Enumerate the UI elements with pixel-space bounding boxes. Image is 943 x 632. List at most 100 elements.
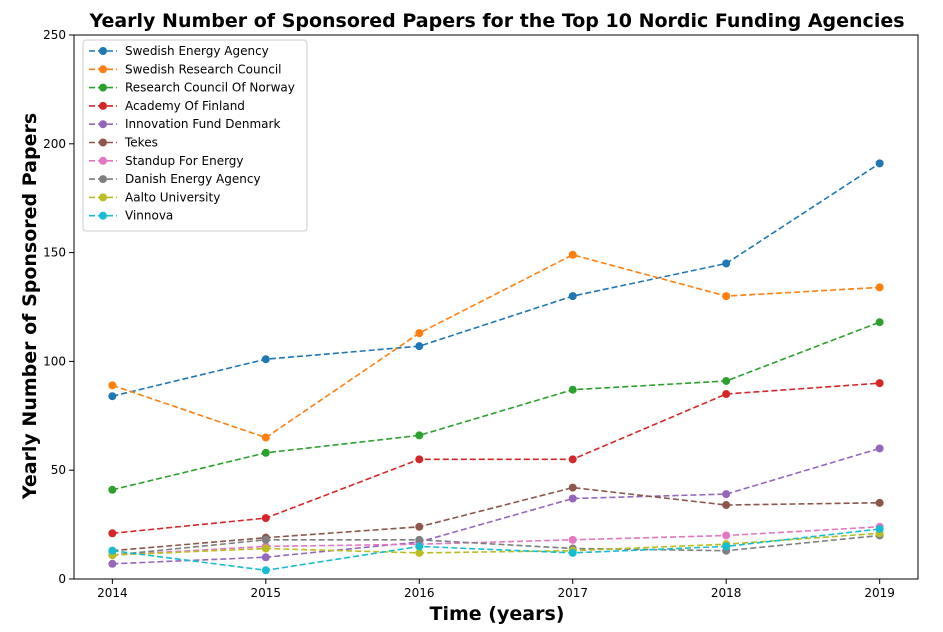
legend-marker bbox=[99, 175, 107, 184]
legend-label: Academy Of Finland bbox=[125, 99, 245, 113]
series-line bbox=[112, 321, 880, 491]
data-point bbox=[415, 535, 424, 544]
legend-label: Vinnova bbox=[125, 209, 173, 223]
data-point bbox=[261, 566, 270, 575]
data-point bbox=[875, 498, 884, 507]
series-line bbox=[112, 162, 881, 397]
series-line bbox=[112, 447, 880, 565]
data-point bbox=[722, 292, 731, 301]
x-tick-label: 2018 bbox=[711, 586, 742, 600]
series-line bbox=[112, 528, 880, 572]
legend-marker bbox=[99, 156, 107, 165]
legend-label: Aalto University bbox=[125, 190, 220, 204]
data-point bbox=[415, 548, 424, 557]
series-line bbox=[112, 382, 880, 535]
x-axis-label: Time (years) bbox=[430, 603, 565, 625]
x-tick-label: 2017 bbox=[557, 586, 588, 600]
data-point bbox=[261, 544, 270, 553]
data-point bbox=[261, 448, 270, 457]
series-line bbox=[112, 486, 880, 552]
data-point bbox=[875, 159, 884, 168]
chart-title: Yearly Number of Sponsored Papers for th… bbox=[88, 10, 904, 32]
series-line bbox=[112, 526, 880, 556]
data-point bbox=[415, 342, 424, 351]
data-point bbox=[568, 292, 577, 301]
legend-marker bbox=[99, 193, 107, 202]
x-tick-label: 2015 bbox=[251, 586, 282, 600]
data-point bbox=[722, 259, 731, 268]
data-point bbox=[108, 485, 117, 494]
data-point bbox=[261, 553, 270, 562]
data-point bbox=[261, 355, 270, 364]
data-point bbox=[568, 455, 577, 464]
series-8 bbox=[108, 531, 884, 560]
legend-marker bbox=[99, 211, 107, 220]
data-point bbox=[108, 559, 117, 568]
series-4 bbox=[108, 379, 884, 538]
data-point bbox=[568, 385, 577, 394]
legend-marker bbox=[99, 138, 107, 147]
legend-label: Innovation Fund Denmark bbox=[125, 117, 280, 131]
legend-marker bbox=[99, 120, 107, 129]
data-point bbox=[415, 542, 424, 551]
data-point bbox=[568, 494, 577, 503]
data-point bbox=[875, 524, 884, 533]
data-point bbox=[108, 529, 117, 538]
y-tick-label: 150 bbox=[43, 246, 66, 260]
legend-marker bbox=[99, 83, 107, 92]
data-point bbox=[722, 390, 731, 399]
x-tick-label: 2019 bbox=[864, 586, 895, 600]
legend-box bbox=[82, 39, 308, 232]
data-point bbox=[568, 250, 577, 259]
x-tick-label: 2014 bbox=[97, 586, 128, 600]
data-point bbox=[568, 483, 577, 492]
legend: Swedish Energy Agency Swedish Research Co… bbox=[82, 39, 308, 232]
data-point bbox=[261, 514, 270, 523]
data-point bbox=[875, 283, 884, 292]
data-point bbox=[875, 379, 884, 388]
y-tick-label: 0 bbox=[58, 572, 66, 586]
data-point bbox=[568, 535, 577, 544]
series-2 bbox=[108, 250, 884, 442]
y-tick-label: 200 bbox=[43, 137, 66, 151]
data-point bbox=[568, 548, 577, 557]
data-point bbox=[415, 455, 424, 464]
series-line bbox=[112, 534, 880, 556]
legend-label: Swedish Energy Agency bbox=[125, 44, 269, 58]
data-point bbox=[722, 501, 731, 510]
series-line bbox=[112, 253, 880, 439]
data-point bbox=[415, 431, 424, 440]
legend-label: Danish Energy Agency bbox=[125, 172, 261, 186]
data-point bbox=[722, 531, 731, 540]
data-point bbox=[722, 490, 731, 499]
series-line bbox=[112, 532, 880, 556]
plot-area: 2014 2015 2016 2017 2018 2019 0 50 100 150 200 250 S… bbox=[43, 28, 919, 600]
y-tick-label: 100 bbox=[43, 354, 66, 368]
y-tick-label: 250 bbox=[43, 28, 66, 42]
plot-frame bbox=[73, 34, 919, 580]
y-axis-label: Yearly Number of Sponsored Papers bbox=[19, 113, 41, 500]
data-point bbox=[415, 522, 424, 531]
legend-label: Tekes bbox=[124, 136, 158, 150]
data-point bbox=[108, 546, 117, 555]
series-3 bbox=[108, 318, 884, 494]
x-tick-label: 2016 bbox=[404, 586, 435, 600]
data-point bbox=[875, 444, 884, 453]
data-point bbox=[722, 376, 731, 385]
series-1 bbox=[108, 159, 884, 401]
legend-label: Swedish Research Council bbox=[125, 62, 282, 76]
data-point bbox=[108, 381, 117, 390]
data-point bbox=[261, 535, 270, 544]
legend-label: Research Council Of Norway bbox=[125, 81, 295, 95]
legend-label: Standup For Energy bbox=[125, 154, 244, 168]
data-point bbox=[261, 433, 270, 442]
legend-marker bbox=[99, 47, 107, 55]
data-point bbox=[722, 542, 731, 551]
series-10 bbox=[108, 524, 884, 575]
y-tick-label: 50 bbox=[51, 463, 66, 477]
data-point bbox=[108, 392, 117, 401]
legend-marker bbox=[99, 101, 107, 110]
data-point bbox=[415, 329, 424, 338]
data-point bbox=[875, 318, 884, 327]
